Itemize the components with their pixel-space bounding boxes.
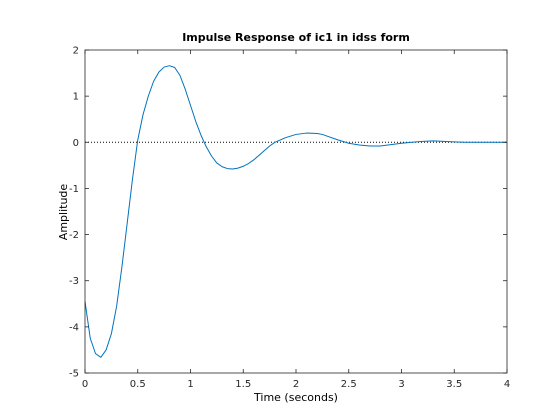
x-tick-label: 0.5 (130, 379, 146, 390)
y-tick-label: 2 (73, 46, 79, 57)
x-tick-label: 2 (293, 379, 299, 390)
ticks-layer: 0 0.5 1 1.5 2 2.5 3 3.5 4 -5 -4 -3 -2 -1 0 1 2 (69, 46, 510, 391)
y-tick-label: 0 (73, 138, 79, 149)
y-tick-label: -5 (69, 369, 79, 380)
y-tick-label: -2 (69, 230, 79, 241)
y-tick-label: -1 (69, 184, 79, 195)
y-axis-label: Amplitude (57, 184, 70, 241)
series-layer (84, 65, 507, 358)
x-tick-label: 4 (504, 379, 510, 390)
x-tick-label: 1.5 (235, 379, 251, 390)
chart-title: Impulse Response of ic1 in idss form (182, 31, 410, 44)
x-tick-label: 3.5 (446, 379, 462, 390)
series-line-0 (84, 65, 507, 358)
x-tick-label: 0 (82, 379, 88, 390)
x-axis-label: Time (seconds) (253, 391, 338, 404)
y-tick-label: -4 (69, 322, 79, 333)
plot-area (85, 50, 507, 373)
y-tick-label: 1 (73, 92, 79, 103)
x-tick-label: 1 (187, 379, 193, 390)
x-tick-label: 3 (398, 379, 404, 390)
x-tick-label: 2.5 (341, 379, 357, 390)
y-tick-label: -3 (69, 276, 79, 287)
